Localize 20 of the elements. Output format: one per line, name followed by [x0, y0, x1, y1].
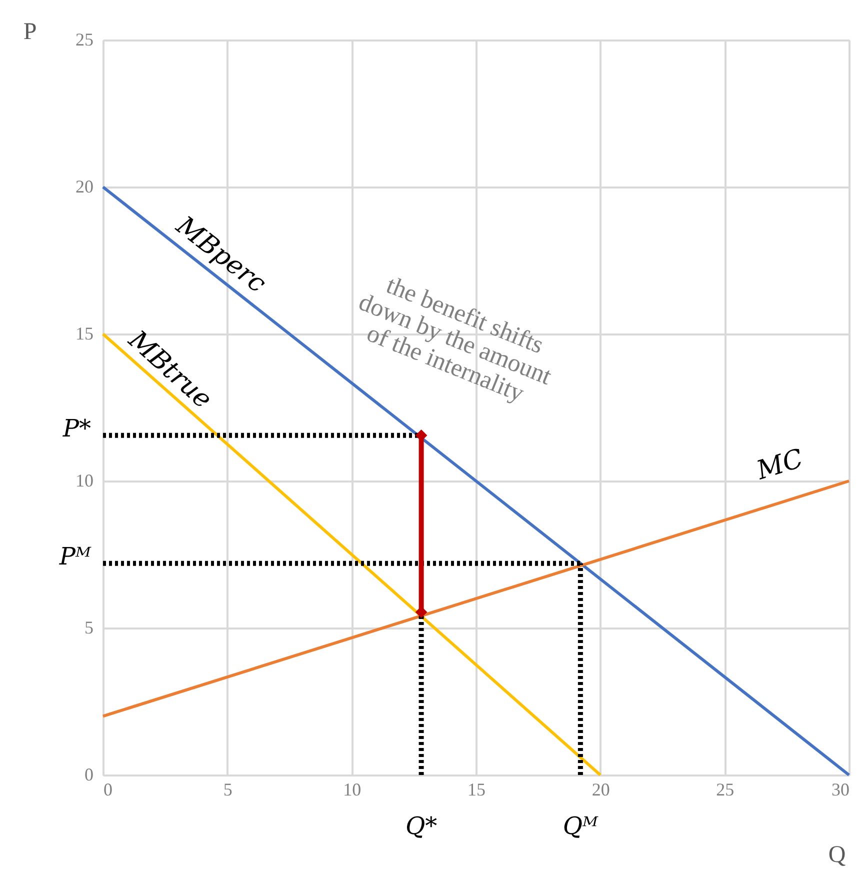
y-axis-title: P: [23, 19, 37, 45]
x-tick-label: 10: [343, 780, 362, 800]
x-tick-label: 25: [716, 780, 734, 800]
annotation: Pᴹ: [58, 542, 92, 570]
annotation: Q*: [405, 812, 438, 840]
x-tick-label: 15: [468, 780, 486, 800]
x-tick-label: 30: [832, 780, 850, 800]
y-tick-label: 20: [76, 176, 94, 196]
x-tick-label: 5: [223, 780, 232, 800]
y-tick-label: 15: [76, 324, 94, 344]
x-axis-title: Q: [828, 842, 846, 868]
annotation: Qᴹ: [562, 812, 599, 840]
x-tick-label: 0: [104, 780, 112, 800]
y-tick-label: 10: [76, 470, 94, 490]
y-tick-label: 5: [84, 618, 94, 638]
y-tick-label: 0: [84, 764, 94, 784]
x-tick-label: 20: [592, 780, 610, 800]
annotation: P*: [62, 414, 91, 442]
y-tick-label: 25: [76, 30, 94, 50]
annotation: MC: [752, 444, 807, 486]
